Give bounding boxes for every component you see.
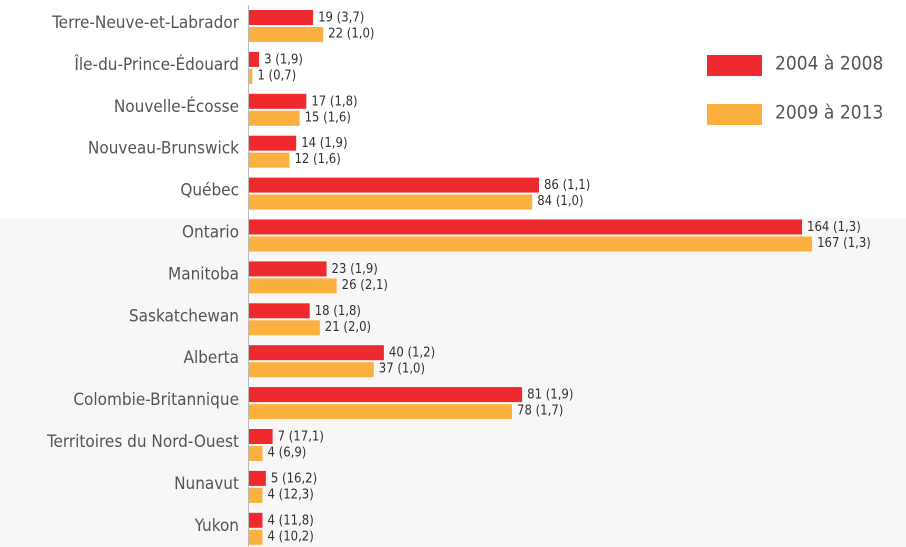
bar — [249, 446, 263, 461]
data-label: 81 (1,9) — [527, 388, 573, 403]
bar — [249, 362, 374, 378]
bar — [249, 93, 307, 109]
data-label: 18 (1,8) — [315, 304, 361, 319]
bar — [249, 429, 273, 444]
category-label: Ontario — [182, 223, 239, 243]
data-label: 4 (12,3) — [267, 487, 313, 502]
bar — [249, 219, 803, 235]
background-band — [0, 218, 906, 547]
data-label: 4 (6,9) — [267, 446, 306, 461]
category-label: Nunavut — [174, 474, 239, 494]
data-label: 1 (0,7) — [257, 68, 296, 83]
category-label: Québec — [180, 181, 239, 201]
data-label: 15 (1,6) — [305, 110, 351, 125]
bar — [249, 303, 310, 319]
bar — [249, 51, 260, 67]
bar — [249, 487, 263, 503]
category-label: Manitoba — [168, 264, 239, 284]
category-label: Nouveau-Brunswick — [88, 139, 239, 159]
data-label: 37 (1,0) — [379, 362, 425, 377]
bar — [249, 278, 337, 294]
data-label: 14 (1,9) — [301, 136, 347, 151]
data-label: 22 (1,0) — [328, 27, 374, 42]
bar — [249, 152, 290, 168]
bar — [249, 27, 324, 42]
data-label: 4 (10,2) — [267, 529, 313, 544]
legend-swatch — [707, 55, 762, 76]
bar — [249, 261, 327, 277]
data-label: 164 (1,3) — [807, 220, 861, 235]
category-label: Saskatchewan — [129, 306, 239, 326]
bar — [249, 387, 523, 403]
bar — [249, 194, 533, 210]
bar — [249, 135, 297, 151]
bar — [249, 404, 513, 420]
data-label: 86 (1,1) — [544, 178, 590, 193]
data-label: 26 (2,1) — [342, 278, 388, 293]
category-label: Alberta — [184, 348, 239, 368]
data-label: 17 (1,8) — [311, 94, 357, 109]
bar — [249, 110, 300, 126]
data-label: 40 (1,2) — [389, 346, 435, 361]
data-label: 5 (16,2) — [271, 471, 317, 486]
data-label: 19 (3,7) — [318, 11, 364, 26]
data-label: 167 (1,3) — [817, 236, 871, 251]
category-label: Île-du-Prince-Édouard — [73, 53, 239, 75]
bar — [249, 529, 263, 545]
bar — [249, 345, 384, 361]
bar — [249, 177, 539, 193]
bar — [249, 320, 320, 336]
data-label: 21 (2,0) — [325, 320, 371, 335]
category-label: Yukon — [194, 516, 239, 536]
data-label: 3 (1,9) — [264, 52, 303, 67]
bar — [249, 10, 314, 25]
bar — [249, 236, 813, 252]
bar — [249, 470, 266, 486]
data-label: 78 (1,7) — [517, 404, 563, 419]
data-label: 7 (17,1) — [278, 430, 324, 445]
data-label: 4 (11,8) — [267, 513, 313, 528]
bar — [249, 512, 263, 528]
legend-label: 2009 à 2013 — [775, 102, 883, 124]
category-label: Colombie-Britannique — [73, 390, 239, 410]
category-label: Nouvelle-Écosse — [114, 95, 239, 117]
data-label: 12 (1,6) — [294, 152, 340, 167]
data-label: 84 (1,0) — [537, 194, 583, 209]
legend-label: 2004 à 2008 — [775, 53, 883, 75]
data-label: 23 (1,9) — [332, 262, 378, 277]
category-label: Terre-Neuve-et-Labrador — [51, 13, 239, 33]
legend-swatch — [707, 104, 762, 125]
category-label: Territoires du Nord-Ouest — [46, 432, 239, 452]
bar — [249, 68, 253, 84]
